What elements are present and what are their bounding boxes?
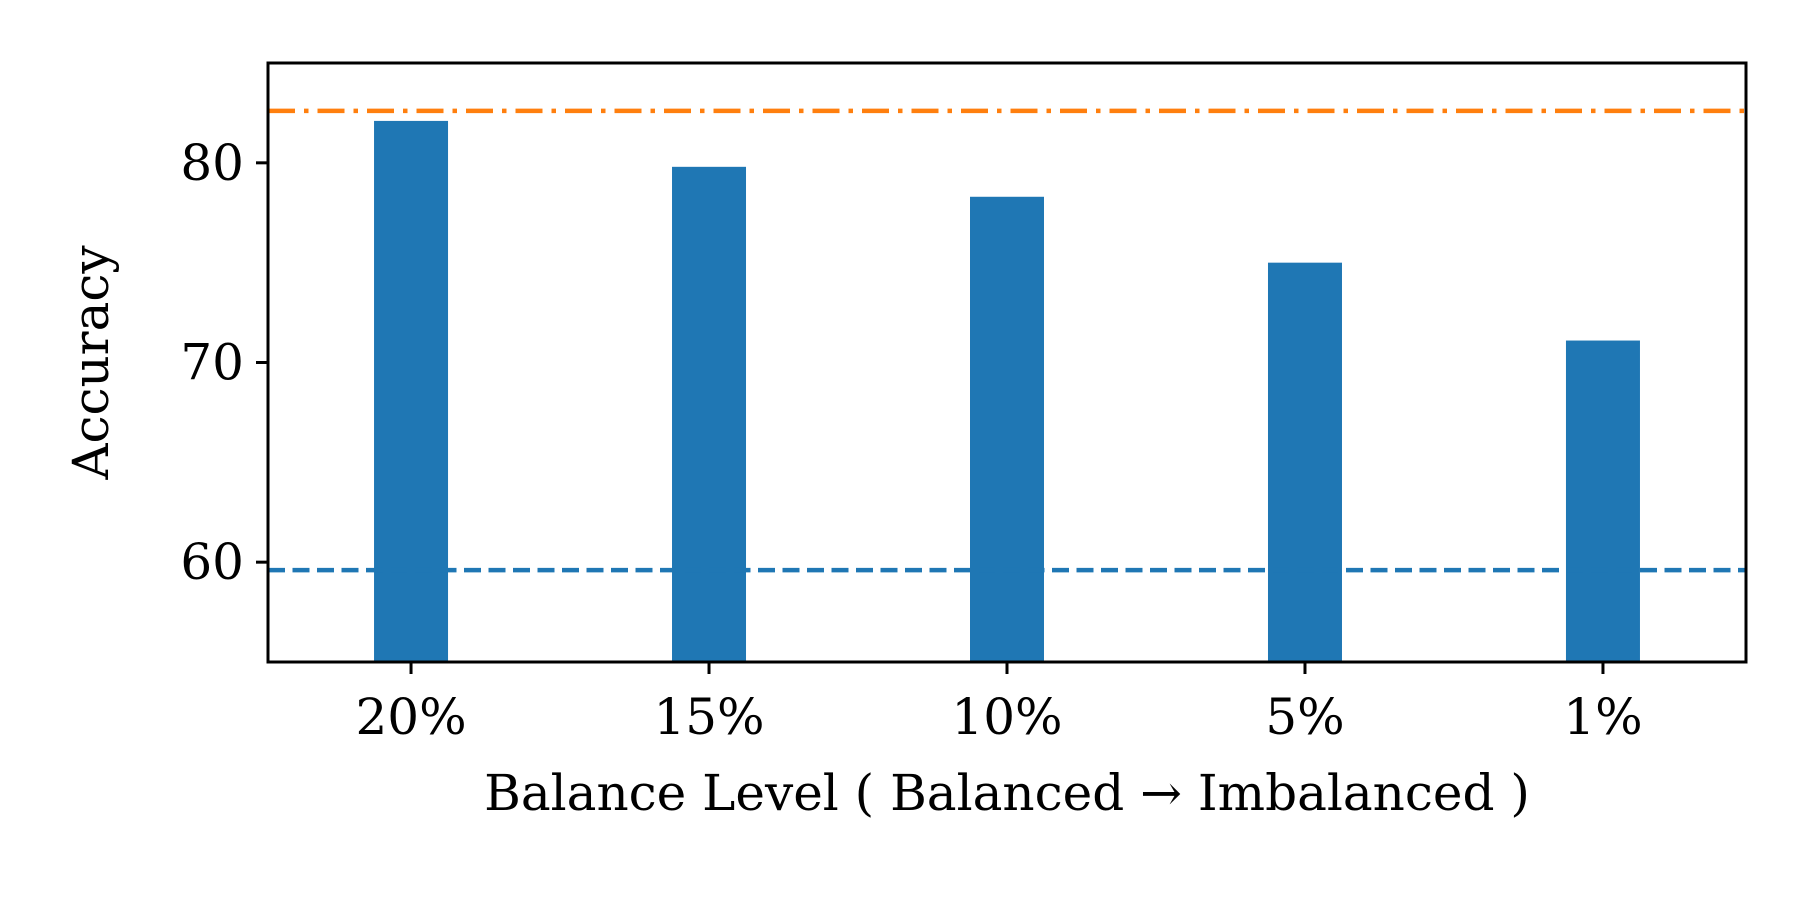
y-tick-label: 70 <box>180 334 244 392</box>
bar-20pct <box>374 120 449 663</box>
x-tick-label: 1% <box>1563 688 1642 746</box>
y-axis-label: Accuracy <box>62 245 120 481</box>
x-tick-label: 10% <box>951 688 1062 746</box>
bar-5pct <box>1267 262 1342 662</box>
y-tick-label: 60 <box>180 533 244 591</box>
x-tick-label: 15% <box>653 688 764 746</box>
bar-1pct <box>1565 340 1640 662</box>
y-axis-ticks: 60 70 80 <box>180 134 268 591</box>
bar-10pct <box>970 196 1044 662</box>
bars-group <box>374 120 1640 663</box>
x-axis-label: Balance Level ( Balanced → Imbalanced ) <box>484 764 1530 822</box>
bar-15pct <box>672 166 747 662</box>
reference-lines-group <box>268 108 1746 573</box>
x-tick-label: 20% <box>355 688 466 746</box>
x-axis-ticks: 20% 15% 10% 5% 1% <box>355 662 1643 746</box>
x-tick-label: 5% <box>1265 688 1344 746</box>
y-tick-label: 80 <box>180 134 244 192</box>
